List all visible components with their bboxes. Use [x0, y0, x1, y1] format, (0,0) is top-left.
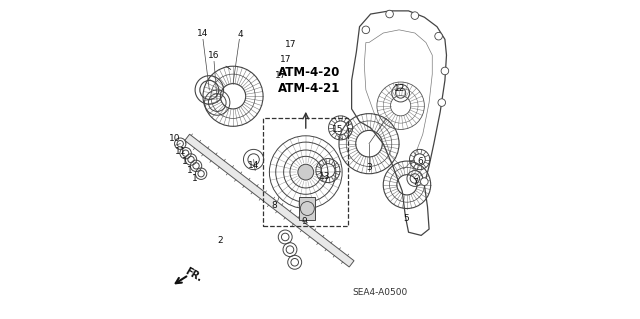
Text: 17: 17: [275, 71, 286, 80]
Text: 3: 3: [366, 163, 372, 172]
Circle shape: [362, 26, 370, 33]
Text: 5: 5: [403, 213, 409, 222]
Text: 7: 7: [412, 178, 418, 187]
Text: 12: 12: [394, 84, 405, 93]
Text: 1: 1: [182, 157, 188, 166]
Text: 10: 10: [170, 134, 181, 144]
Text: 11: 11: [175, 147, 186, 156]
Text: 14: 14: [197, 28, 209, 38]
Text: ATM-4-21: ATM-4-21: [278, 82, 340, 95]
Text: SEA4-A0500: SEA4-A0500: [353, 288, 408, 297]
Circle shape: [438, 99, 445, 106]
Text: 9: 9: [301, 217, 307, 226]
Text: 16: 16: [208, 51, 220, 60]
Bar: [300, 197, 316, 219]
Text: 17: 17: [280, 56, 291, 64]
Text: 1: 1: [191, 174, 197, 183]
Text: 1: 1: [187, 166, 193, 175]
Polygon shape: [185, 134, 354, 267]
Text: 13: 13: [319, 172, 330, 182]
Text: 14: 14: [248, 161, 259, 170]
Circle shape: [441, 67, 449, 75]
Text: ATM-4-20: ATM-4-20: [278, 66, 340, 79]
Text: FR.: FR.: [184, 266, 204, 284]
Circle shape: [411, 12, 419, 19]
Circle shape: [386, 10, 394, 18]
Text: 6: 6: [418, 157, 424, 166]
Text: 15: 15: [332, 125, 343, 134]
Text: 17: 17: [285, 40, 297, 48]
Circle shape: [420, 178, 428, 185]
Circle shape: [298, 164, 314, 180]
Circle shape: [435, 33, 442, 40]
Text: 4: 4: [237, 30, 243, 39]
Text: 2: 2: [218, 236, 223, 245]
Text: 8: 8: [271, 201, 277, 210]
